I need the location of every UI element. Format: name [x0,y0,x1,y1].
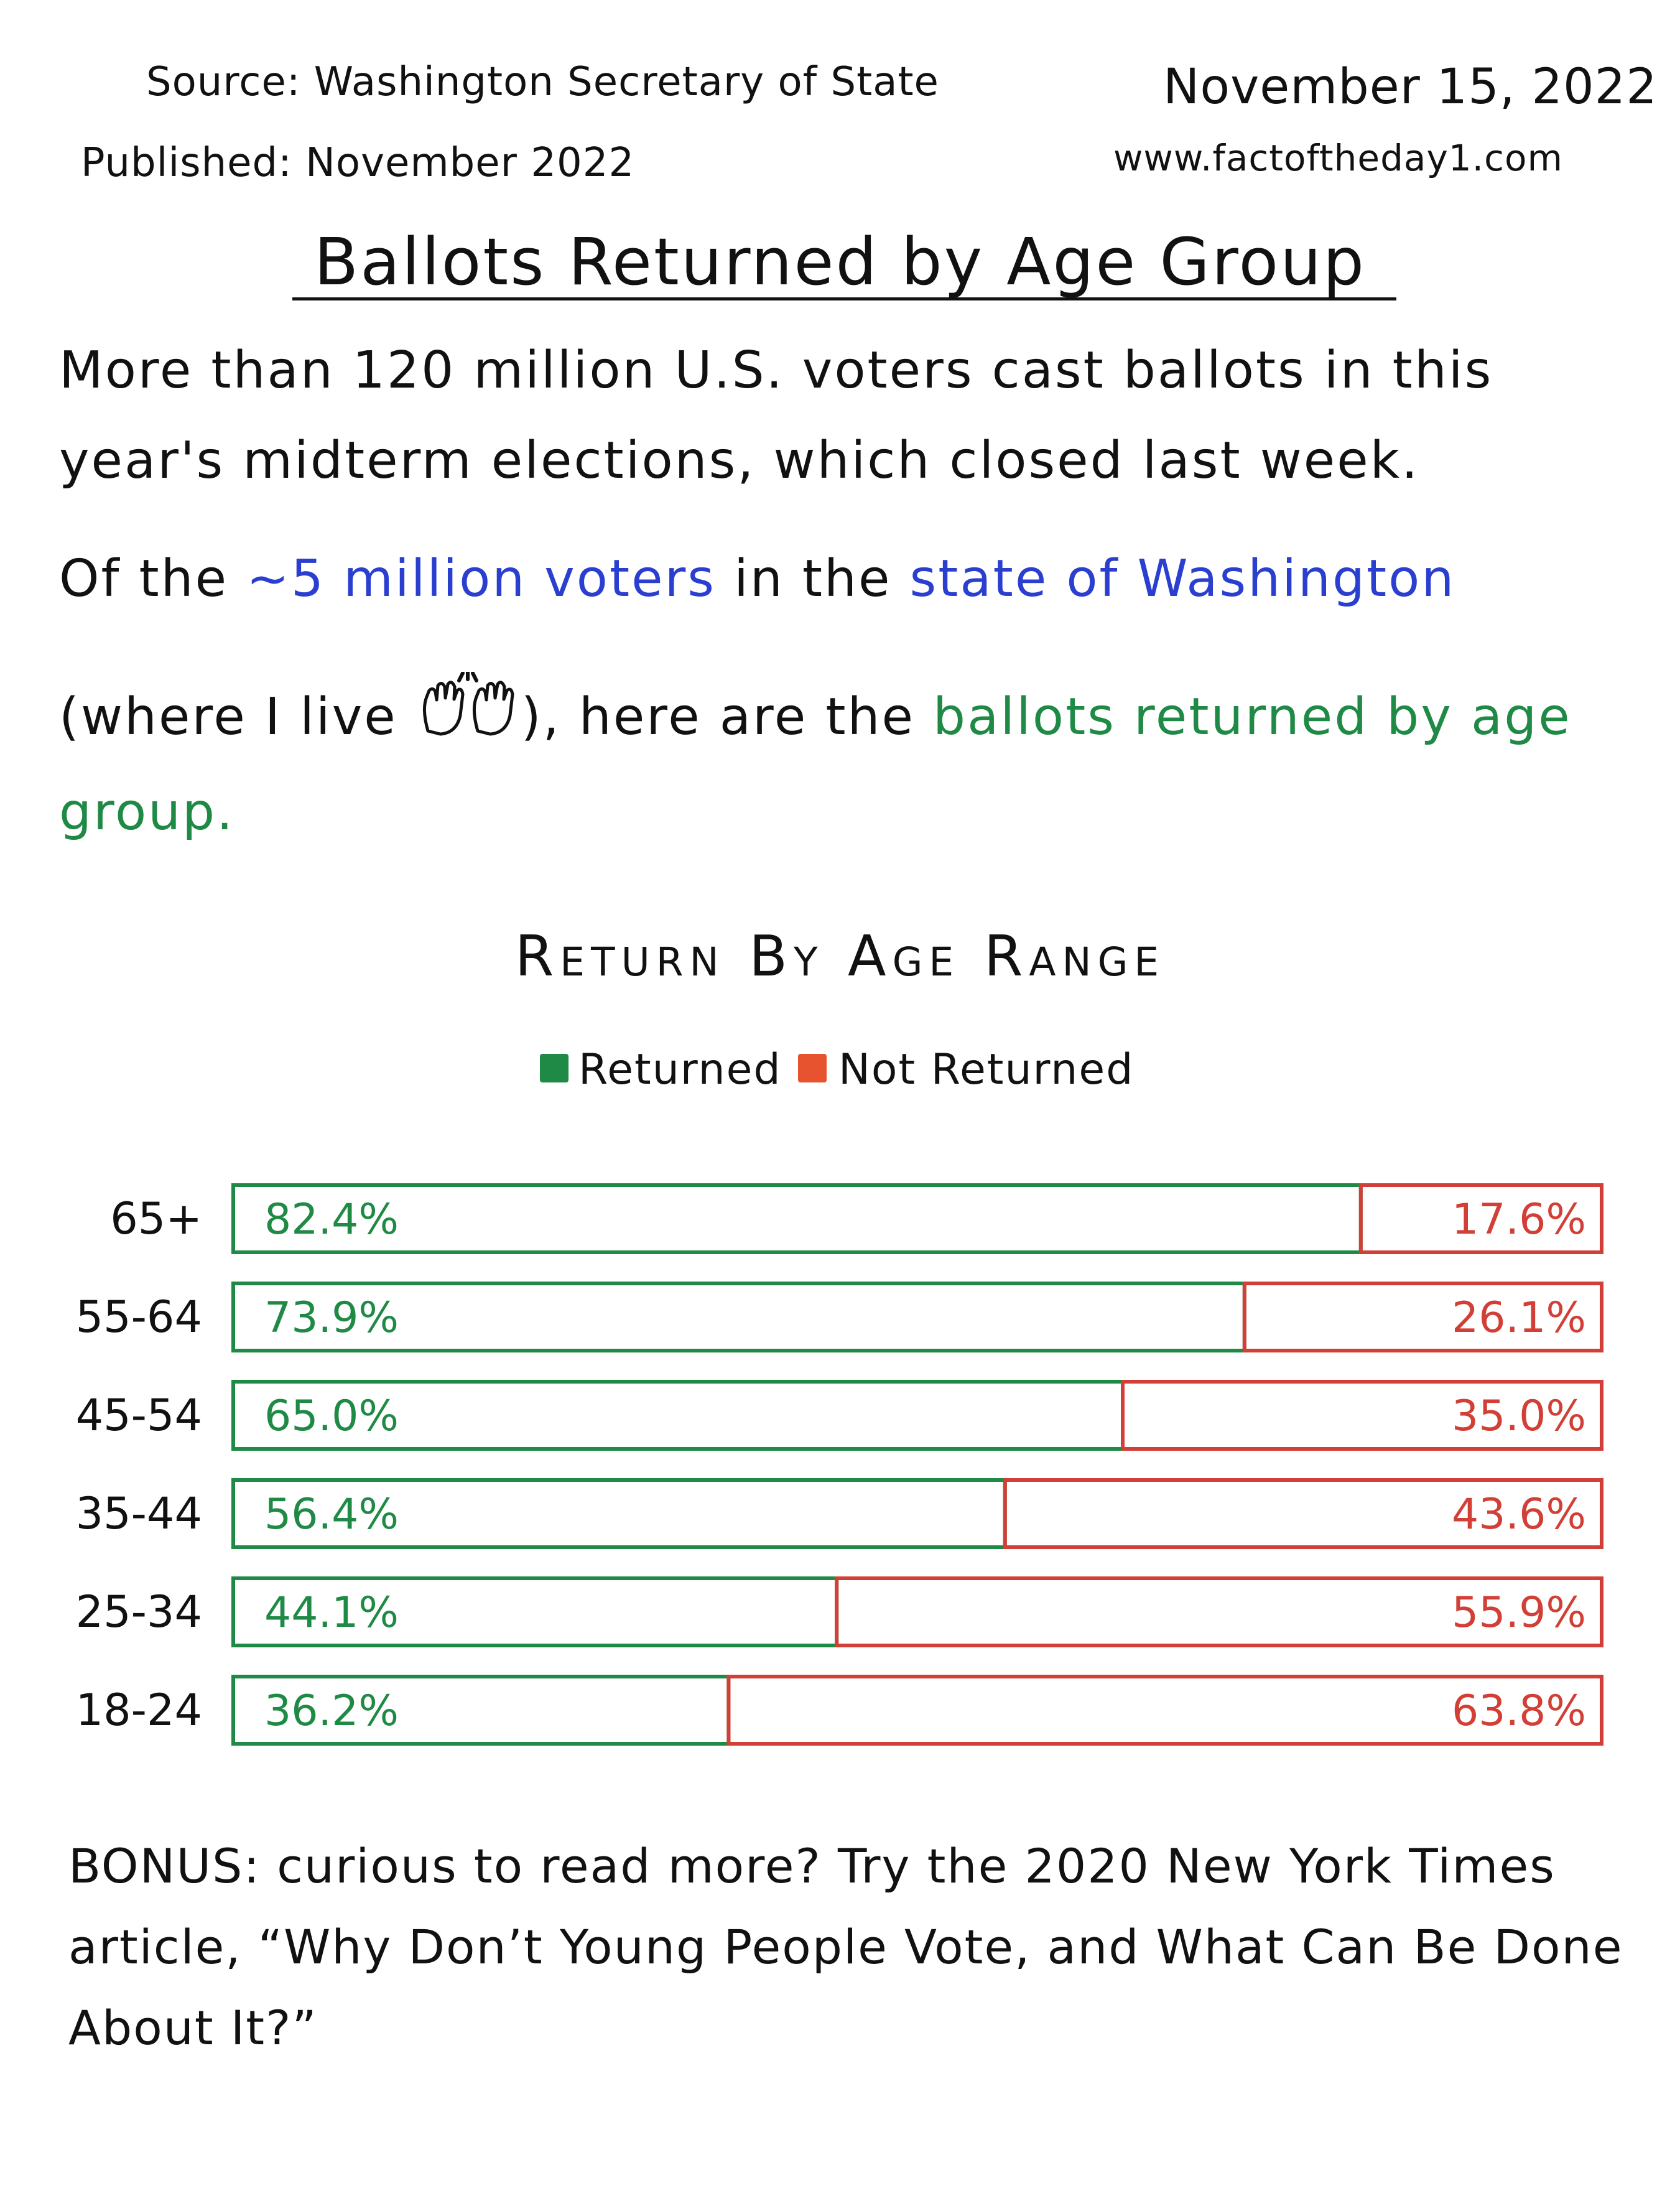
intro-text: in the [716,549,910,608]
data-label-returned: 36.2% [264,1687,399,1736]
data-label-returned: 73.9% [264,1293,399,1343]
ballots-highlight: ballots returned by age [933,687,1572,747]
legend-label-returned: Returned [578,1045,782,1094]
website-text: www.factoftheday1.com [1113,137,1563,179]
intro-line-3: Of the ~5 million voters in the state of… [59,554,1455,605]
intro-text: Of the [59,549,247,608]
bar-returned [231,1183,1363,1254]
bonus-line-3: About It?” [68,2000,318,2055]
raised-hands-svg [422,670,514,736]
category-label: 55-64 [76,1291,202,1343]
data-label-returned: 56.4% [264,1490,399,1539]
date-text: November 15, 2022 [1163,59,1658,115]
category-label: 35-44 [76,1488,202,1539]
bonus-line-2: article, “Why Don’t Young People Vote, a… [68,1919,1623,1975]
category-label: 18-24 [76,1685,202,1736]
data-label-not-returned: 55.9% [1452,1588,1586,1637]
category-label: 45-54 [76,1390,202,1441]
state-highlight: state of Washington [909,549,1456,608]
intro-line-4: (where I live ), here are the ballots re… [59,670,1572,749]
intro-line-1: More than 120 million U.S. voters cast b… [59,341,1493,400]
bonus-line-1: BONUS: curious to read more? Try the 202… [68,1838,1556,1894]
legend-swatch-returned [540,1054,569,1082]
data-label-not-returned: 43.6% [1452,1490,1586,1539]
data-label-returned: 65.0% [264,1392,399,1441]
legend-swatch-not-returned [798,1054,827,1082]
category-label: 25-34 [76,1586,202,1637]
data-label-returned: 44.1% [264,1588,399,1637]
bar-not-returned [1242,1282,1604,1352]
bar-not-returned [1003,1478,1604,1549]
category-label: 65+ [110,1193,202,1244]
voters-highlight: ~5 million voters [246,549,717,608]
chart-title: Return By Age Range [514,924,1166,989]
intro-line-2: year's midterm elections, which closed l… [59,431,1420,490]
intro-line-5: group. [59,783,235,842]
page-title: Ballots Returned by Age Group [313,224,1367,300]
data-label-returned: 82.4% [264,1195,399,1244]
data-label-not-returned: 35.0% [1452,1392,1586,1441]
bar-not-returned [835,1576,1603,1647]
bar-not-returned [1121,1380,1603,1451]
intro-text: ), here are the [521,687,934,747]
data-label-not-returned: 63.8% [1452,1687,1586,1736]
legend-label-not-returned: Not Returned [838,1045,1135,1094]
intro-text: (where I live [59,687,415,747]
bar-not-returned [726,1675,1603,1746]
data-label-not-returned: 17.6% [1452,1195,1586,1244]
bar-chart: 65+ 82.4% 17.6% 55-64 73.9% 26.1% 45-54 65.0% 35… [76,1183,1604,1746]
title-underline [292,297,1396,300]
source-text: Source: Washington Secretary of State [146,59,939,105]
published-text: Published: November 2022 [81,140,635,186]
raised-hands-icon [415,670,521,749]
bar-not-returned [1358,1183,1604,1254]
data-label-not-returned: 26.1% [1452,1293,1586,1343]
